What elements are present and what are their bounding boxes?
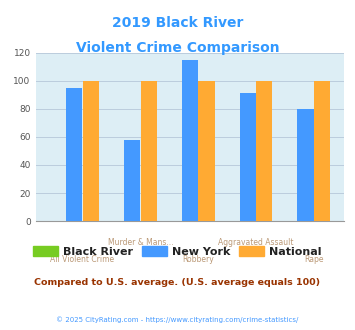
- Text: © 2025 CityRating.com - https://www.cityrating.com/crime-statistics/: © 2025 CityRating.com - https://www.city…: [56, 317, 299, 323]
- Text: Robbery: Robbery: [182, 255, 214, 264]
- Text: Violent Crime Comparison: Violent Crime Comparison: [76, 41, 279, 55]
- Text: 2019 Black River: 2019 Black River: [112, 16, 243, 30]
- Legend: Black River, New York, National: Black River, New York, National: [29, 242, 326, 261]
- Text: Rape: Rape: [304, 255, 323, 264]
- Bar: [256, 81, 273, 221]
- Bar: [198, 81, 215, 221]
- Text: Aggravated Assault: Aggravated Assault: [218, 238, 294, 247]
- Text: Compared to U.S. average. (U.S. average equals 100): Compared to U.S. average. (U.S. average …: [34, 278, 321, 287]
- Text: Murder & Mans...: Murder & Mans...: [108, 238, 173, 247]
- Text: All Violent Crime: All Violent Crime: [50, 255, 115, 264]
- Bar: [83, 81, 99, 221]
- Bar: [240, 93, 256, 221]
- Bar: [66, 88, 82, 221]
- Bar: [314, 81, 330, 221]
- Bar: [297, 109, 313, 221]
- Bar: [182, 60, 198, 221]
- Bar: [141, 81, 157, 221]
- Bar: [124, 140, 140, 221]
